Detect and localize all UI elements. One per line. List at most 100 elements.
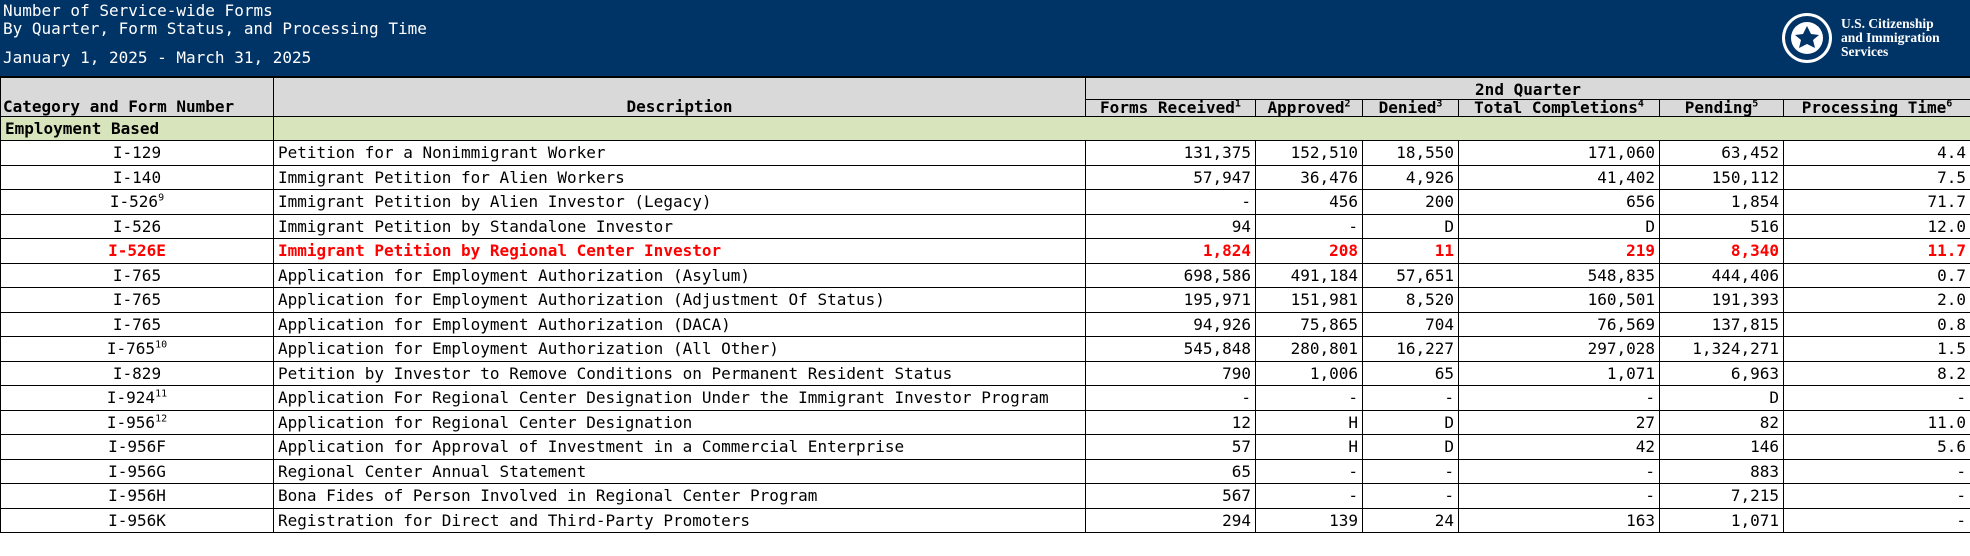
denied-cell: 24: [1362, 507, 1459, 533]
form-number-cell: I-829: [0, 360, 274, 386]
pending-cell: 82: [1659, 409, 1784, 435]
description-cell: Registration for Direct and Third-Party …: [273, 507, 1086, 533]
processing-time-cell: 7.5: [1782, 164, 1970, 190]
uscis-logo: U.S. Citizenship and Immigration Service…: [1781, 12, 1966, 64]
forms-received-cell: 12: [1085, 409, 1256, 435]
description-cell: Petition for a Nonimmigrant Worker: [273, 140, 1086, 166]
forms-received-cell: 57: [1085, 434, 1256, 460]
form-number-cell: I-92411: [0, 385, 274, 411]
processing-time-cell: 12.0: [1782, 213, 1970, 239]
denied-cell: 16,227: [1362, 336, 1459, 362]
description-cell: Application for Approval of Investment i…: [273, 434, 1086, 460]
approved-cell: 152,510: [1255, 140, 1363, 166]
total-completions-cell: 27: [1458, 409, 1660, 435]
total-completions-cell: 76,569: [1458, 311, 1660, 337]
denied-cell: D: [1362, 409, 1459, 435]
total-completions-cell: -: [1458, 458, 1660, 484]
approved-cell: 36,476: [1255, 164, 1363, 190]
description-header: Description: [273, 77, 1086, 117]
approved-cell: H: [1255, 434, 1363, 460]
processing-time-cell: 0.7: [1782, 262, 1970, 288]
forms-received-header: Forms Received1: [1085, 99, 1256, 117]
forms-received-cell: -: [1085, 385, 1256, 411]
total-completions-cell: 163: [1458, 507, 1660, 533]
approved-cell: 1,006: [1255, 360, 1363, 386]
total-completions-cell: -: [1458, 483, 1660, 509]
table-row: I-765 Application for Employment Authoriz…: [0, 262, 1970, 288]
pending-header: Pending5: [1659, 99, 1784, 117]
description-cell: Application for Employment Authorization…: [273, 262, 1086, 288]
total-completions-cell: 548,835: [1458, 262, 1660, 288]
approved-cell: -: [1255, 385, 1363, 411]
form-number-cell: I-5269: [0, 189, 274, 215]
denied-cell: D: [1362, 434, 1459, 460]
processing-time-cell: 1.5: [1782, 336, 1970, 362]
description-cell: Immigrant Petition for Alien Workers: [273, 164, 1086, 190]
pending-cell: 883: [1659, 458, 1784, 484]
denied-cell: 57,651: [1362, 262, 1459, 288]
processing-time-cell: 11.0: [1782, 409, 1970, 435]
form-number-cell: I-956K: [0, 507, 274, 533]
denied-cell: 704: [1362, 311, 1459, 337]
pending-cell: 8,340: [1659, 238, 1784, 264]
description-cell: Application for Regional Center Designat…: [273, 409, 1086, 435]
pending-cell: 7,215: [1659, 483, 1784, 509]
processing-time-cell: 0.8: [1782, 311, 1970, 337]
approved-cell: 280,801: [1255, 336, 1363, 362]
total-completions-cell: 1,071: [1458, 360, 1660, 386]
description-cell: Immigrant Petition by Alien Investor (Le…: [273, 189, 1086, 215]
pending-cell: 516: [1659, 213, 1784, 239]
total-completions-cell: 41,402: [1458, 164, 1660, 190]
table-row: I-5269 Immigrant Petition by Alien Invest…: [0, 189, 1970, 215]
denied-cell: 11: [1362, 238, 1459, 264]
approved-cell: -: [1255, 458, 1363, 484]
pending-cell: 150,112: [1659, 164, 1784, 190]
processing-time-cell: 4.4: [1782, 140, 1970, 166]
processing-time-cell: 2.0: [1782, 287, 1970, 313]
approved-cell: 151,981: [1255, 287, 1363, 313]
report-subtitle: By Quarter, Form Status, and Processing …: [3, 19, 427, 38]
forms-received-cell: 65: [1085, 458, 1256, 484]
agency-line-3: Services: [1841, 44, 1889, 59]
processing-time-cell: 11.7: [1782, 238, 1970, 264]
denied-cell: 8,520: [1362, 287, 1459, 313]
denied-cell: -: [1362, 458, 1459, 484]
processing-time-cell: 71.7: [1782, 189, 1970, 215]
approved-cell: 491,184: [1255, 262, 1363, 288]
approved-cell: 208: [1255, 238, 1363, 264]
table-row: I-956K Registration for Direct and Third-…: [0, 507, 1970, 533]
forms-received-cell: 294: [1085, 507, 1256, 533]
pending-cell: 191,393: [1659, 287, 1784, 313]
denied-cell: 18,550: [1362, 140, 1459, 166]
description-cell: Immigrant Petition by Regional Center In…: [273, 238, 1086, 264]
processing-time-cell: -: [1782, 483, 1970, 509]
table-row: I-829 Petition by Investor to Remove Cond…: [0, 360, 1970, 386]
table-row: I-765 Application for Employment Authoriz…: [0, 287, 1970, 313]
description-cell: Application for Employment Authorization…: [273, 287, 1086, 313]
table-row: I-95612 Application for Regional Center D…: [0, 409, 1970, 435]
approved-cell: 456: [1255, 189, 1363, 215]
denied-cell: 4,926: [1362, 164, 1459, 190]
forms-received-cell: 698,586: [1085, 262, 1256, 288]
pending-cell: 146: [1659, 434, 1784, 460]
description-cell: Application for Employment Authorization…: [273, 311, 1086, 337]
form-number-cell: I-129: [0, 140, 274, 166]
processing-time-cell: -: [1782, 385, 1970, 411]
denied-cell: D: [1362, 213, 1459, 239]
forms-received-cell: 57,947: [1085, 164, 1256, 190]
total-completions-cell: 160,501: [1458, 287, 1660, 313]
table-row: I-526E Immigrant Petition by Regional Cen…: [0, 238, 1970, 264]
denied-cell: 200: [1362, 189, 1459, 215]
date-range: January 1, 2025 - March 31, 2025: [3, 48, 312, 67]
denied-cell: 65: [1362, 360, 1459, 386]
agency-line-2: and Immigration: [1841, 30, 1940, 45]
approved-header: Approved2: [1255, 99, 1363, 117]
form-number-cell: I-76510: [0, 336, 274, 362]
total-completions-cell: -: [1458, 385, 1660, 411]
forms-received-cell: 567: [1085, 483, 1256, 509]
form-number-cell: I-956H: [0, 483, 274, 509]
approved-cell: 75,865: [1255, 311, 1363, 337]
agency-name: U.S. Citizenship and Immigration Service…: [1841, 17, 1940, 59]
processing-time-cell: -: [1782, 507, 1970, 533]
pending-cell: 137,815: [1659, 311, 1784, 337]
